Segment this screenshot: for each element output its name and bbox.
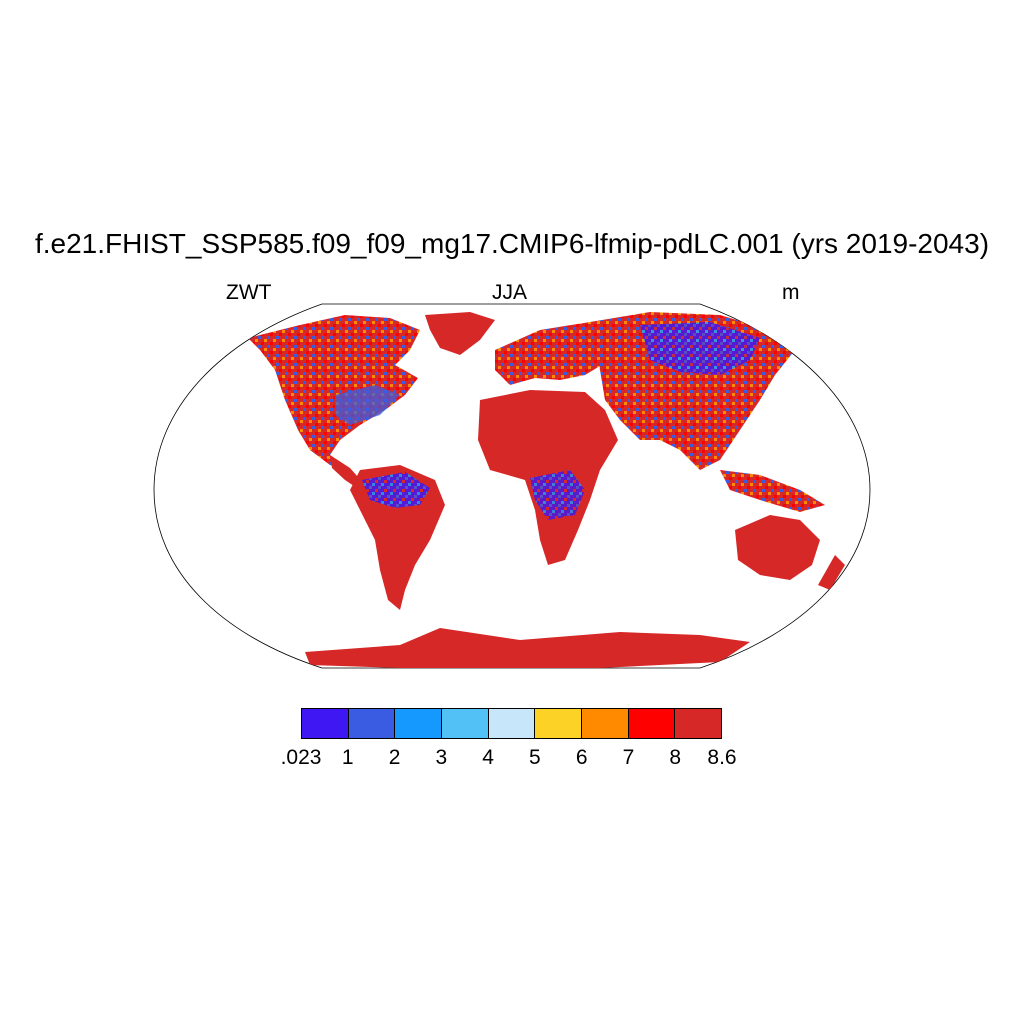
colorbar-box [395,709,443,738]
north-america-east [335,385,400,425]
siberia-region [640,322,760,375]
europe-land [495,322,620,385]
season-label: JJA [492,281,528,304]
colorbar-box [582,709,629,738]
colorbar-labels: .023 1 2 3 4 5 6 7 8 8.6 [0,746,1024,774]
plot-title: f.e21.FHIST_SSP585.f09_f09_mg17.CMIP6-lf… [34,228,990,259]
variable-label: ZWT [226,281,272,304]
colorbar-tick-label: 8 [669,746,682,769]
colorbar-tick-label: 3 [435,746,448,769]
greenland-land [425,312,495,355]
colorbar [301,708,722,739]
colorbar-box [442,709,489,738]
colorbar-tick-label: 8.6 [707,746,737,769]
colorbar-tick-label: 2 [388,746,401,769]
new-zealand-land [818,555,845,590]
colorbar-tick-label: 4 [482,746,494,769]
southeast-asia-islands [720,470,825,512]
colorbar-tick-label: .023 [280,746,322,769]
antarctica-land [305,628,750,668]
colorbar-box [628,709,676,738]
colorbar-tick-label: 7 [622,746,635,769]
colorbar-box [675,709,722,738]
colorbar-tick-label: 6 [575,746,588,769]
colorbar-box [535,709,583,738]
colorbar-box [488,709,536,738]
colorbar-box [348,709,396,738]
australia-land [735,515,820,580]
units-label: m [782,281,800,304]
colorbar-tick-label: 1 [341,746,354,769]
colorbar-tick-label: 5 [529,746,541,769]
north-america-land [248,315,420,470]
colorbar-box [302,709,349,738]
central-africa-region [530,470,585,520]
amazon-region [362,472,430,508]
